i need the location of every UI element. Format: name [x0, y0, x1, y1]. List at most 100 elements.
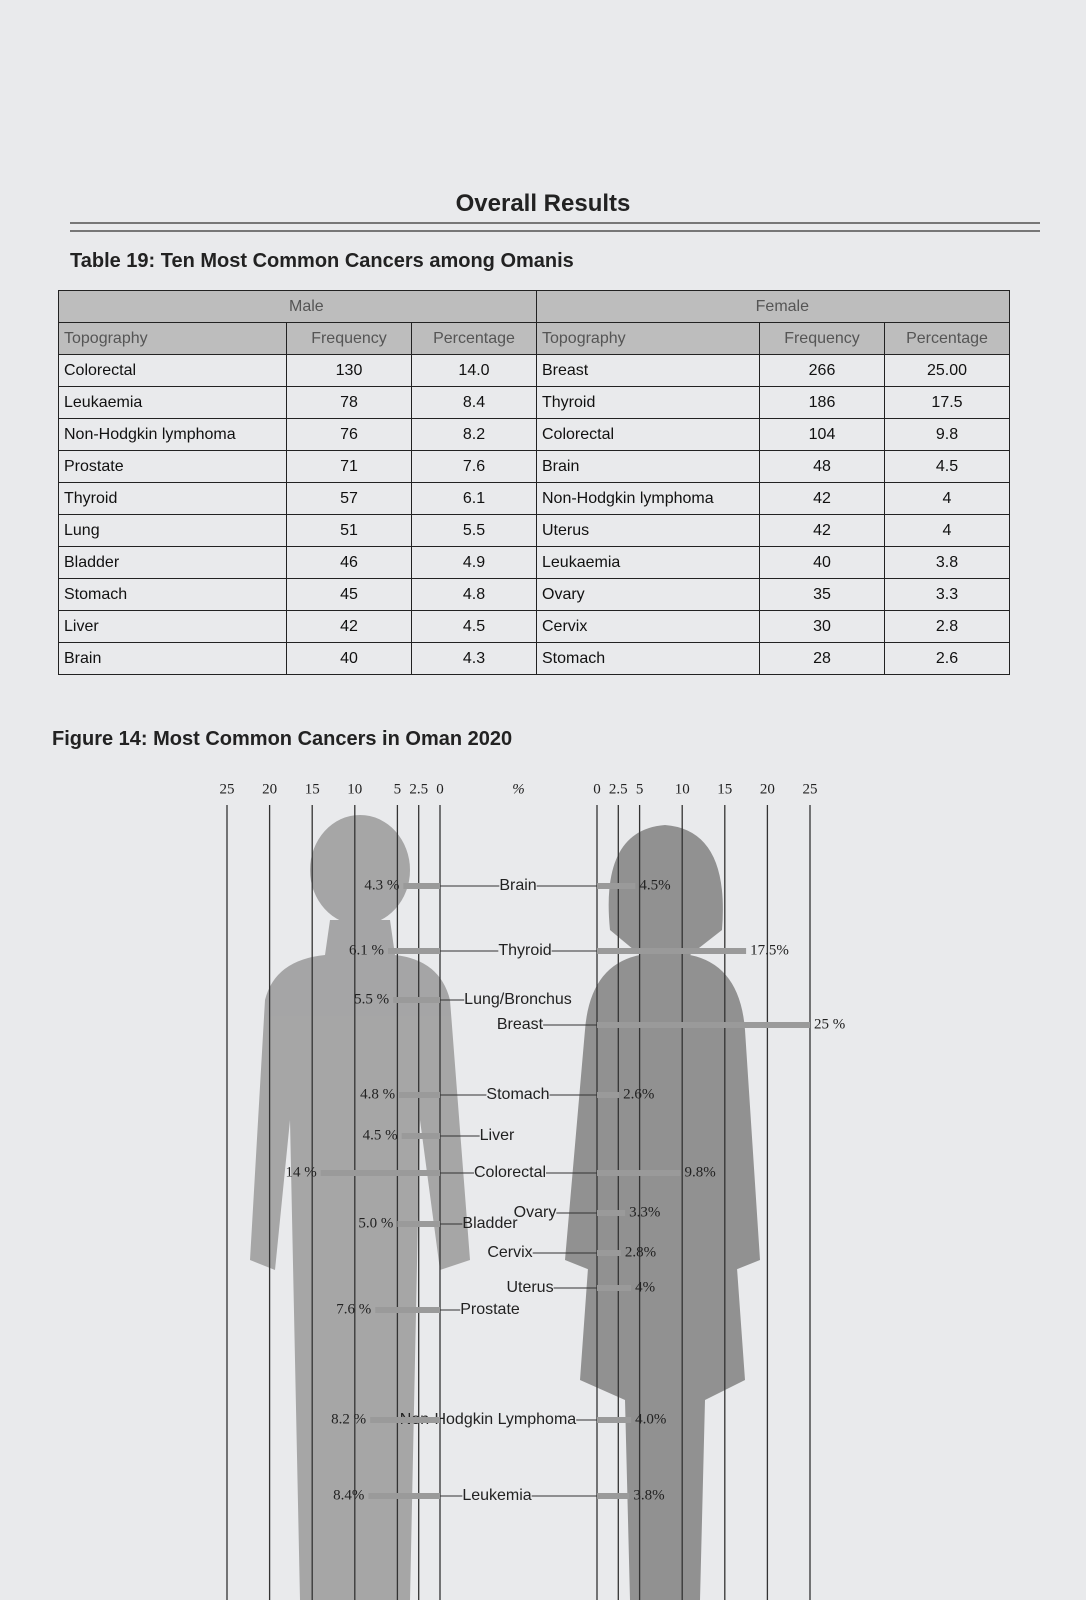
value-label: 8.4%	[333, 1487, 364, 1503]
x-tick-label: 20	[760, 781, 775, 797]
table-cell: 2.8	[884, 610, 1010, 643]
bar	[597, 1250, 621, 1256]
table-cell: Liver	[58, 610, 287, 643]
table-cell: 4.3	[411, 642, 537, 675]
value-label: 4%	[635, 1279, 655, 1295]
table-cell: Cervix	[536, 610, 760, 643]
value-label: 6.1 %	[349, 942, 384, 958]
category-label: Brain	[499, 877, 536, 894]
x-tick-label: 0	[436, 781, 444, 797]
table-cell: 4.9	[411, 546, 537, 579]
table-cell: Brain	[536, 450, 760, 483]
bar	[597, 948, 747, 954]
bar	[597, 1170, 681, 1176]
table-cell: Ovary	[536, 578, 760, 611]
table-cell: Prostate	[58, 450, 287, 483]
table-cell: Bladder	[58, 546, 287, 579]
value-label: 8.2 %	[331, 1411, 366, 1427]
value-label: 4.0%	[635, 1411, 666, 1427]
table-cell: 266	[759, 354, 885, 387]
table-cell: 4	[884, 482, 1010, 515]
category-label: Leukemia	[462, 1487, 531, 1504]
table-cell: 3.3	[884, 578, 1010, 611]
table-row: Lung 51 5.5 Uterus 42 4	[58, 514, 1010, 547]
table-cell: 71	[286, 450, 412, 483]
table-caption: Table 19: Ten Most Common Cancers among …	[70, 250, 574, 272]
table-cell: 104	[759, 418, 885, 451]
table-cell: 7.6	[411, 450, 537, 483]
table-cell: 4	[884, 514, 1010, 547]
table-cell: Colorectal	[536, 418, 760, 451]
group-header: Male	[58, 290, 537, 323]
bar	[393, 997, 440, 1003]
column-header: Frequency	[286, 322, 412, 355]
table-cell: 2.6	[884, 642, 1010, 675]
column-header: Topography	[536, 322, 760, 355]
x-tick-label: 25	[803, 781, 818, 797]
category-label: Uterus	[506, 1279, 553, 1296]
table-row: Colorectal 130 14.0 Breast 266 25.00	[58, 354, 1010, 387]
table-row: Leukaemia 78 8.4 Thyroid 186 17.5	[58, 386, 1010, 419]
bar	[320, 1170, 440, 1176]
bar	[397, 1221, 440, 1227]
bar	[597, 1417, 632, 1423]
bar	[597, 1285, 632, 1291]
x-tick-label: 5	[394, 781, 402, 797]
x-tick-label: 10	[675, 781, 690, 797]
category-label: Cervix	[487, 1244, 532, 1261]
column-header: Percentage	[884, 322, 1010, 355]
header-row: Topography Frequency Percentage Topography F…	[58, 322, 1010, 355]
value-label: 4.3 %	[364, 877, 399, 893]
table-cell: 40	[759, 546, 885, 579]
table-cell: Non-Hodgkin lymphoma	[536, 482, 760, 515]
value-label: 14 %	[285, 1164, 316, 1180]
value-label: 2.6%	[623, 1086, 654, 1102]
table-cell: 9.8	[884, 418, 1010, 451]
table-cell: Non-Hodgkin lymphoma	[58, 418, 287, 451]
bar	[375, 1307, 440, 1313]
x-tick-label: 25	[220, 781, 235, 797]
table-cell: 30	[759, 610, 885, 643]
bar	[597, 1022, 810, 1028]
page-title: Overall Results	[455, 190, 631, 217]
male-silhouette	[250, 815, 470, 1600]
category-label: Colorectal	[474, 1164, 546, 1181]
table-cell: Stomach	[536, 642, 760, 675]
figure-caption: Figure 14: Most Common Cancers in Oman 2…	[52, 728, 513, 750]
table-cell: Thyroid	[536, 386, 760, 419]
table-cell: 25.00	[884, 354, 1010, 387]
bar	[388, 948, 440, 954]
table-cell: 17.5	[884, 386, 1010, 419]
female-silhouette	[565, 825, 760, 1600]
value-label: 7.6 %	[336, 1301, 371, 1317]
table-cell: 48	[759, 450, 885, 483]
value-label: 3.8%	[633, 1487, 664, 1503]
x-tick-label: 20	[262, 781, 277, 797]
table-cell: 40	[286, 642, 412, 675]
table-cell: 76	[286, 418, 412, 451]
bar	[401, 1133, 440, 1139]
value-label: 25 %	[814, 1016, 845, 1032]
axis-label: %	[512, 781, 525, 797]
bar	[403, 883, 440, 889]
table-cell: 51	[286, 514, 412, 547]
table-cell: Leukaemia	[58, 386, 287, 419]
category-label: Breast	[497, 1016, 544, 1033]
value-label: 4.5 %	[363, 1127, 398, 1143]
x-tick-label: 15	[305, 781, 320, 797]
rule	[70, 222, 1040, 224]
category-label: Thyroid	[498, 942, 551, 959]
category-label: Lung/Bronchus	[464, 991, 572, 1008]
value-label: 3.3%	[629, 1204, 660, 1220]
table-cell: 4.5	[884, 450, 1010, 483]
table-cell: 42	[759, 482, 885, 515]
table-cell: Thyroid	[58, 482, 287, 515]
x-tick-label: 0	[593, 781, 601, 797]
data-table: Male Female Topography Frequency Percentage T…	[58, 290, 1010, 675]
value-label: 4.8 %	[360, 1086, 395, 1102]
value-label: 2.8%	[625, 1244, 656, 1260]
rule	[70, 230, 1040, 232]
category-label: Non-Hodgkin Lymphoma	[400, 1411, 576, 1428]
table-cell: 5.5	[411, 514, 537, 547]
x-tick-label: 5	[636, 781, 644, 797]
